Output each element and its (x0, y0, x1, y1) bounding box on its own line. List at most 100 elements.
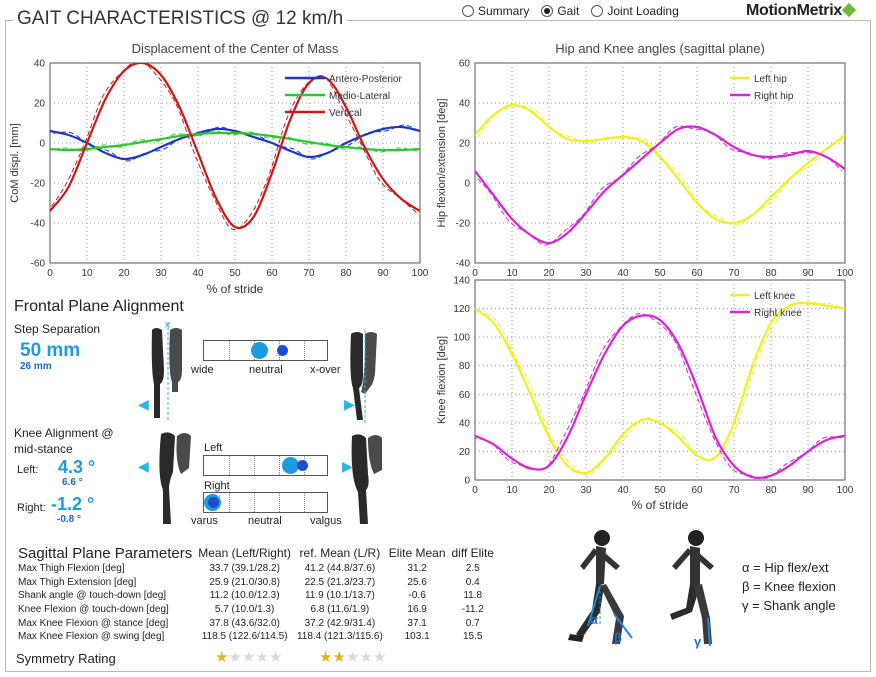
series-reference-line (50, 63, 418, 231)
x-tick-label: 40 (617, 268, 629, 279)
bar-right-label: Right (204, 480, 230, 492)
elite-mean-cell: 31.2 (407, 563, 427, 575)
table-row: Shank angle @ touch-down [deg] 11.2 (10.0… (15, 589, 497, 603)
radio-summary[interactable]: Summary (462, 4, 529, 18)
series-line (50, 63, 420, 230)
series-reference-line (475, 313, 843, 479)
runner-swing-icon: γ (670, 530, 714, 649)
beta-symbol: β (614, 630, 622, 645)
column-header: Elite Mean (388, 546, 446, 560)
step-separation-value: 50 mm (20, 340, 81, 361)
ref-symmetry-stars: ★★★★★ (319, 648, 386, 666)
param-label: Shank angle @ touch-down [deg] (18, 590, 167, 602)
param-label: Max Knee Flexion @ swing [deg] (18, 631, 165, 643)
x-tick-label: 0 (47, 268, 53, 279)
column-header: diff Elite (451, 546, 494, 560)
bar-tick (279, 493, 280, 512)
bar-tick (229, 493, 230, 512)
chart-title: Displacement of the Center of Mass (132, 41, 339, 56)
y-axis-label: CoM displ. [mm] (9, 123, 21, 202)
y-tick-label: 0 (464, 476, 470, 487)
y-tick-label: 100 (453, 333, 470, 344)
angle-legend: α = Hip flex/ext β = Knee flexion γ = Sh… (742, 558, 836, 615)
beta-legend: β = Knee flexion (742, 579, 836, 594)
x-tick-label: 60 (691, 485, 703, 496)
left-knee-label: Left: (17, 464, 39, 476)
diff-elite-cell: 0.7 (465, 617, 480, 629)
series-line (50, 131, 420, 152)
bar-tick (279, 456, 280, 475)
bar-left-label: Left (204, 442, 223, 454)
series-line (475, 125, 845, 245)
y-tick-label: -40 (456, 259, 471, 270)
y-tick-label: -20 (456, 219, 471, 230)
chart-series-group (475, 301, 845, 480)
left-arrow-icon: ◀ (138, 396, 149, 412)
series-line (475, 314, 845, 480)
x-tick-label: 70 (303, 268, 315, 279)
mean-cell: 11.2 (10.0/12.3) (209, 590, 280, 602)
x-tick-label: 50 (654, 485, 666, 496)
y-tick-label: 0 (39, 139, 45, 150)
star-empty-icon: ★ (359, 649, 373, 666)
star-empty-icon: ★ (228, 649, 242, 666)
mean-cell: 25.9 (21.0/30.8) (209, 576, 280, 588)
x-tick-label: 30 (155, 268, 167, 279)
legend-label: Right hip (754, 91, 794, 102)
elite-mean-cell: 16.9 (407, 604, 427, 616)
step-separation-ref: 26 mm (20, 361, 52, 372)
radio-gait-circle[interactable] (541, 5, 554, 17)
elite-mean-cell: -0.6 (408, 590, 426, 602)
x-tick-label: 40 (192, 268, 204, 279)
radio-summary-label: Summary (478, 4, 530, 18)
radio-gait[interactable]: Gait (541, 4, 579, 18)
radio-summary-circle[interactable] (462, 5, 474, 17)
star-filled-icon: ★ (319, 649, 333, 666)
y-tick-label: 120 (453, 304, 470, 315)
ref-mean-cell: 41.2 (44.8/37.6) (304, 563, 376, 575)
radio-gait-label: Gait (557, 4, 580, 18)
bar-tick (304, 341, 305, 360)
right-knee-ref-marker (208, 497, 220, 508)
x-tick-label: 20 (543, 485, 555, 496)
ref-mean-cell: 118.4 (121.3/115.6) (296, 631, 383, 643)
y-tick-label: 40 (459, 99, 471, 110)
motionmetrix-logo: MotionMetrix (746, 2, 857, 20)
right-knee-label: Right: (17, 502, 46, 514)
y-tick-label: 40 (34, 59, 46, 70)
sagittal-parameters-table: Sagittal Plane Parameters Mean (Left/Rig… (15, 544, 497, 644)
left-knee-ref: 6.6 ° (62, 477, 83, 488)
scale-valgus: valgus (310, 515, 342, 527)
x-tick-label: 10 (506, 485, 518, 496)
star-filled-icon: ★ (215, 649, 229, 666)
elite-mean-cell: 25.6 (407, 576, 427, 588)
table-row: Max Thigh Extension [deg] 25.9 (21.0/30.8… (15, 576, 497, 590)
y-axis-label: Hip flexion/extension [deg] (436, 98, 448, 227)
right-arrow-icon: ▶ (344, 396, 355, 412)
table-row: Max Thigh Flexion [deg] 33.7 (39.1/28.2) 4… (15, 562, 497, 576)
star-empty-icon: ★ (268, 649, 283, 666)
left-knee-bar (203, 455, 328, 476)
y-tick-label: 140 (453, 276, 470, 287)
bar-tick (254, 456, 255, 475)
param-label: Max Knee Flexion @ stance [deg] (18, 617, 169, 629)
elite-mean-cell: 103.1 (404, 631, 430, 643)
scale-wide: wide (191, 364, 214, 376)
radio-joint-loading[interactable]: Joint Loading (591, 4, 679, 18)
x-tick-label: 90 (802, 485, 814, 496)
radio-joint-loading-label: Joint Loading (607, 4, 679, 18)
y-tick-label: 20 (34, 99, 46, 110)
bar-tick (229, 456, 230, 475)
view-selector: Summary Gait Joint Loading (458, 4, 683, 18)
diff-elite-cell: 0.4 (465, 576, 480, 588)
symmetry-stars: ★★★★★ (215, 648, 282, 666)
radio-joint-loading-circle[interactable] (591, 5, 604, 17)
bar-tick (304, 493, 305, 512)
series-line (475, 103, 845, 225)
content-frame (5, 20, 871, 672)
page-title: GAIT CHARACTERISTICS @ 12 km/h (13, 8, 348, 30)
y-tick-label: 40 (459, 418, 471, 429)
y-tick-label: 60 (459, 390, 471, 401)
legend-label: Right knee (754, 308, 802, 319)
star-filled-icon: ★ (332, 649, 346, 666)
